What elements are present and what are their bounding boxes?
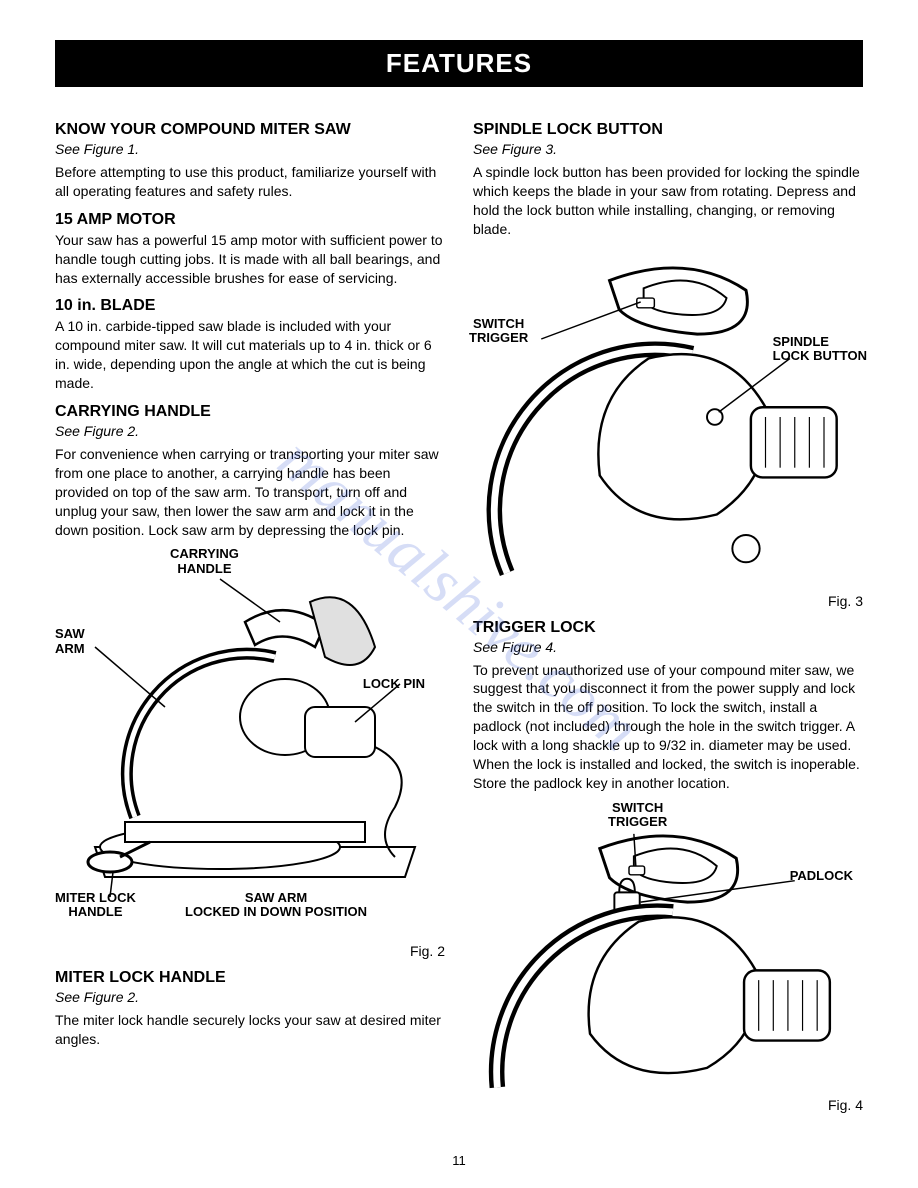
- heading-trigger-lock: TRIGGER LOCK: [473, 619, 863, 637]
- body-miter-lock-handle: The miter lock handle securely locks you…: [55, 1011, 445, 1049]
- body-know-your-saw: Before attempting to use this product, f…: [55, 163, 445, 201]
- body-15-amp-motor: Your saw has a powerful 15 amp motor wit…: [55, 231, 445, 288]
- heading-carrying-handle: CARRYING HANDLE: [55, 403, 445, 421]
- body-10-in-blade: A 10 in. carbide-tipped saw blade is inc…: [55, 317, 445, 393]
- figure-4-diagram: [473, 801, 863, 1091]
- see-figure-2a: See Figure 2.: [55, 423, 445, 439]
- figure-3-diagram: [473, 247, 863, 587]
- body-carrying-handle: For convenience when carrying or transpo…: [55, 445, 445, 539]
- features-banner: FEATURES: [55, 40, 863, 87]
- see-figure-2b: See Figure 2.: [55, 989, 445, 1005]
- figure-4-label: Fig. 4: [473, 1097, 863, 1113]
- right-column: SPINDLE LOCK BUTTON See Figure 3. A spin…: [473, 111, 863, 1123]
- figure-3-container: SWITCH TRIGGER SPINDLE LOCK BUTTON: [473, 247, 863, 587]
- body-spindle-lock: A spindle lock button has been provided …: [473, 163, 863, 239]
- figure-2-diagram: [55, 547, 455, 937]
- heading-10-in-blade: 10 in. BLADE: [55, 297, 445, 315]
- heading-know-your-saw: KNOW YOUR COMPOUND MITER SAW: [55, 121, 445, 139]
- page-number: 11: [0, 1153, 918, 1168]
- heading-15-amp-motor: 15 AMP MOTOR: [55, 211, 445, 229]
- figure-4-container: SWITCH TRIGGER PADLOCK: [473, 801, 863, 1091]
- heading-miter-lock-handle: MITER LOCK HANDLE: [55, 969, 445, 987]
- figure-3-label: Fig. 3: [473, 593, 863, 609]
- heading-spindle-lock: SPINDLE LOCK BUTTON: [473, 121, 863, 139]
- figure-2-label: Fig. 2: [55, 943, 445, 959]
- see-figure-1: See Figure 1.: [55, 141, 445, 157]
- see-figure-4: See Figure 4.: [473, 639, 863, 655]
- body-trigger-lock: To prevent unauthorized use of your comp…: [473, 661, 863, 793]
- see-figure-3: See Figure 3.: [473, 141, 863, 157]
- two-column-layout: KNOW YOUR COMPOUND MITER SAW See Figure …: [55, 111, 863, 1123]
- figure-2-container: CARRYING HANDLE SAW ARM LOCK PIN MITER L…: [55, 547, 445, 937]
- left-column: KNOW YOUR COMPOUND MITER SAW See Figure …: [55, 111, 445, 1123]
